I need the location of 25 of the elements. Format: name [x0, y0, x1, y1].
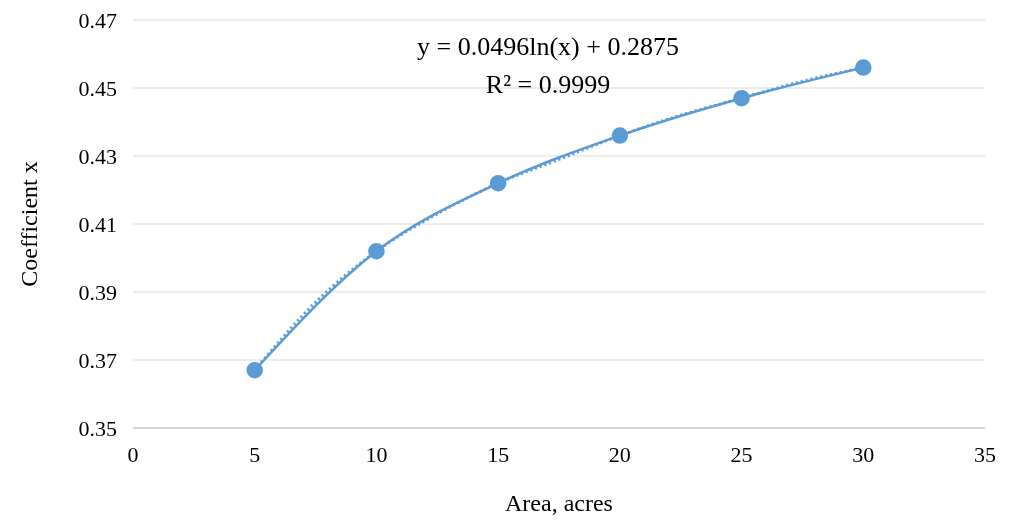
y-tick-label: 0.43: [78, 143, 117, 169]
y-tick-label: 0.37: [78, 347, 117, 373]
point: [246, 361, 263, 379]
point: [489, 174, 507, 192]
point: [733, 89, 750, 107]
point: [611, 127, 629, 144]
y-axis-title: Coefficient x: [15, 161, 42, 287]
y-tick-label: 0.41: [78, 211, 117, 237]
x-tick-label: 5: [249, 441, 261, 467]
x-tick-label: 15: [487, 441, 510, 467]
x-tick-label: 30: [852, 441, 875, 467]
y-tick-label: 0.35: [78, 415, 117, 441]
annotation: R² = 0.9999: [484, 70, 612, 100]
annotation: y = 0.0496ln(x) + 0.2875: [416, 32, 680, 62]
point: [855, 59, 872, 76]
x-tick-label: 20: [608, 441, 631, 467]
y-tick-label: 0.47: [78, 7, 117, 33]
x-tick-label: 10: [365, 441, 388, 467]
y-tick-label: 0.39: [78, 279, 117, 305]
x-tick-label: 25: [730, 441, 753, 467]
point: [368, 242, 385, 260]
x-axis-title: Area, acres: [505, 490, 613, 516]
x-tick-label: 0: [127, 441, 139, 467]
y-tick-label: 0.45: [78, 75, 117, 101]
x-tick-label: 35: [974, 441, 996, 467]
